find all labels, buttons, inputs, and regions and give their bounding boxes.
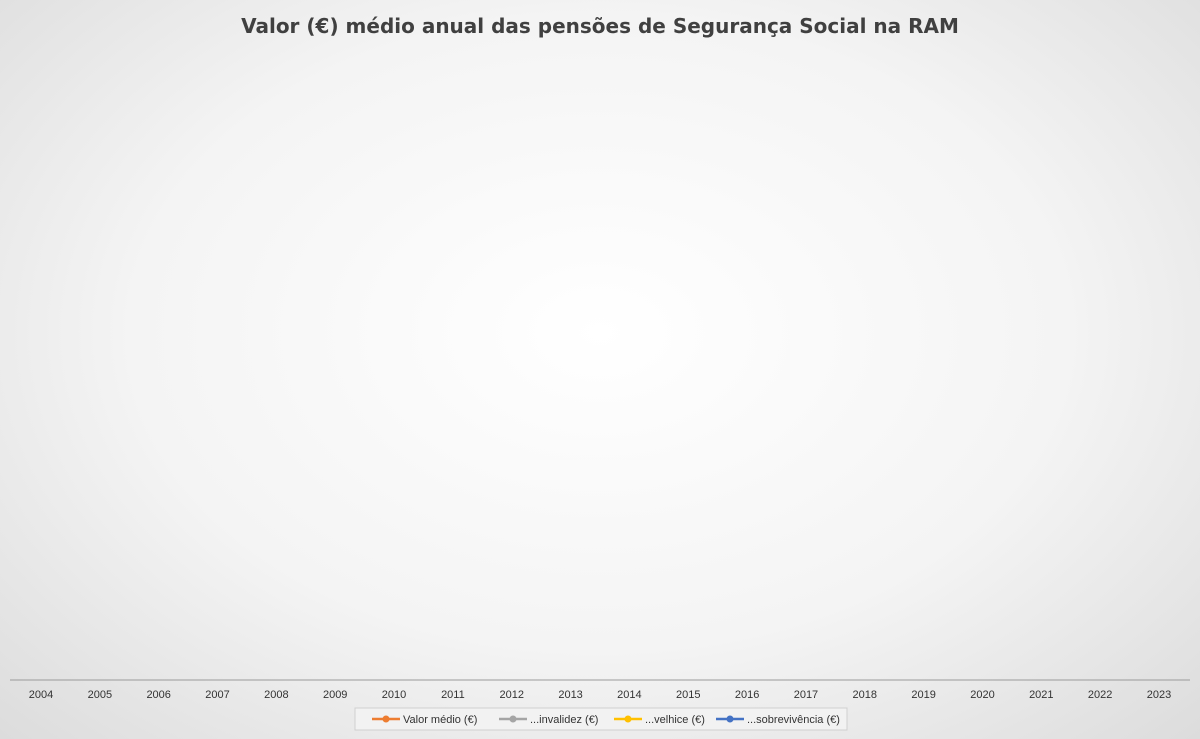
legend-marker-swatch <box>509 715 517 723</box>
x-tick-label: 2019 <box>911 689 935 701</box>
legend-item[interactable]: Valor médio (€) <box>372 714 477 726</box>
x-tick-label: 2006 <box>146 689 170 701</box>
x-tick-label: 2004 <box>29 689 53 701</box>
legend-label: Valor médio (€) <box>403 714 477 726</box>
x-tick-label: 2007 <box>205 689 229 701</box>
x-tick-label: 2016 <box>735 689 759 701</box>
legend[interactable]: Valor médio (€) ...invalidez (€) ...velhic… <box>354 707 848 731</box>
legend-marker-swatch <box>382 715 390 723</box>
x-tick-label: 2011 <box>441 689 465 701</box>
x-tick-label: 2010 <box>382 689 406 701</box>
x-tick-label: 2005 <box>88 689 112 701</box>
x-tick-label: 2013 <box>558 689 582 701</box>
x-tick-label: 2009 <box>323 689 347 701</box>
legend-label: ...velhice (€) <box>645 714 705 726</box>
x-axis: 2004 2005 2006 2007 2008 2009 2010 2011 2012 2013… <box>10 679 1190 701</box>
gridlines <box>10 679 1190 681</box>
legend-item[interactable]: ...sobrevivência (€) <box>716 714 840 726</box>
x-tick-label: 2012 <box>499 689 523 701</box>
x-tick-label: 2018 <box>853 689 877 701</box>
legend-label: ...sobrevivência (€) <box>747 714 840 726</box>
legend-box <box>354 707 848 731</box>
legend-item[interactable]: ...velhice (€) <box>614 714 705 726</box>
x-tick-label: 2023 <box>1147 689 1171 701</box>
x-tick-label: 2020 <box>970 689 994 701</box>
legend-item[interactable]: ...invalidez (€) <box>499 714 598 726</box>
legend-marker-swatch <box>726 715 734 723</box>
legend-marker-swatch <box>624 715 632 723</box>
x-tick-label: 2008 <box>264 689 288 701</box>
x-tick-label: 2022 <box>1088 689 1112 701</box>
x-tick-label: 2017 <box>794 689 818 701</box>
x-tick-label: 2021 <box>1029 689 1053 701</box>
x-tick-label: 2014 <box>617 689 641 701</box>
legend-label: ...invalidez (€) <box>530 714 598 726</box>
x-tick-label: 2015 <box>676 689 700 701</box>
chart-title: Valor (€) médio anual das pensões de Seg… <box>241 14 959 38</box>
